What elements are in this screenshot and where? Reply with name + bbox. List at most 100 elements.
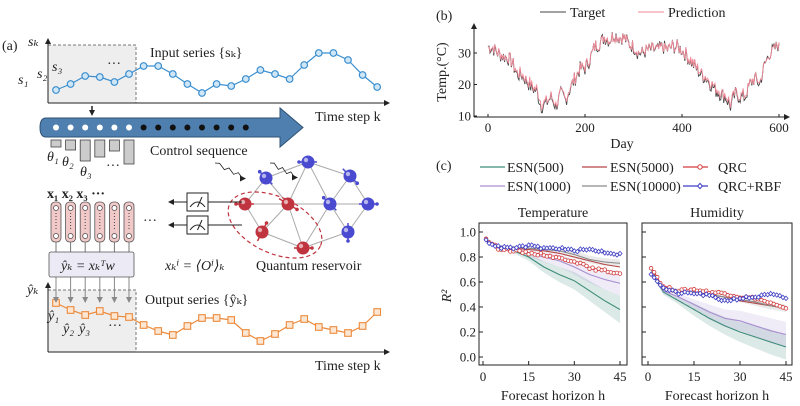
panel-b-xlabel: Day xyxy=(610,137,633,152)
processed-step-dot xyxy=(82,124,89,131)
output-series-point xyxy=(329,326,338,334)
qubit-highlight xyxy=(363,199,369,205)
qrc-rbf-marker xyxy=(783,295,789,302)
blue-qubit xyxy=(259,171,273,185)
legend-prediction-label: Prediction xyxy=(668,6,726,21)
x-tick-label: 45 xyxy=(614,369,627,384)
qubit-highlight xyxy=(325,199,331,205)
control-pulse-bar xyxy=(65,139,76,151)
coupling-edge xyxy=(265,161,309,179)
x-tick-label: 15 xyxy=(688,369,701,384)
input-series-point xyxy=(329,49,338,57)
feature-node xyxy=(67,205,74,211)
subplot-title-humidity: Humidity xyxy=(690,206,744,221)
input-series-point xyxy=(154,62,163,70)
pending-step-dot xyxy=(155,124,162,131)
coupling-edge xyxy=(287,161,309,205)
measured-subsystem-outline xyxy=(227,191,323,259)
qrc-rbf-marker xyxy=(657,282,663,288)
drive-pulse-wavy-arrow xyxy=(214,162,244,180)
control-pulse-bar xyxy=(79,139,91,162)
subplot-temperature: 0 15 30 45 0.0 0.2 0.4 0.6 0.8 1.0 xyxy=(460,222,628,384)
spin-arrowhead xyxy=(295,207,299,212)
qubit-highlight xyxy=(303,157,309,163)
output-series-point xyxy=(212,314,221,322)
qrc-rbf-marker xyxy=(740,295,746,302)
input-series-point xyxy=(314,49,323,57)
series-line-esn-1000- xyxy=(650,271,787,336)
input-series-point xyxy=(285,75,294,83)
x-tick-label: 15 xyxy=(522,369,535,384)
meter-needle xyxy=(197,196,203,208)
theta-label-3: θ₃ xyxy=(80,165,92,180)
spin-arrowhead xyxy=(346,239,350,243)
control-pulse-bar xyxy=(109,139,120,152)
qrc-rbf-marker xyxy=(507,244,513,250)
blue-qubit xyxy=(343,169,357,183)
qrc-rbf-marker xyxy=(709,292,715,299)
panel-c-label: (c) xyxy=(436,159,452,174)
control-pulse-bar xyxy=(50,139,62,148)
uncertainty-band xyxy=(651,270,786,347)
qrc-marker xyxy=(648,266,654,271)
feature-node xyxy=(53,233,59,239)
output-series-point xyxy=(125,313,133,321)
processed-step-dot xyxy=(111,124,118,131)
uncertainty-band xyxy=(651,270,786,360)
input-series-point xyxy=(241,75,250,83)
input-series-point xyxy=(300,61,309,69)
feature-node xyxy=(96,233,103,239)
subplot-humidity: 0 15 30 45 xyxy=(641,222,793,384)
spin-arrowhead xyxy=(375,202,379,206)
qrc-rbf-marker xyxy=(728,297,734,304)
qubit-highlight xyxy=(345,171,351,177)
spin-arrowhead xyxy=(321,195,326,200)
qrc-rbf-marker xyxy=(483,237,489,243)
processed-step-dot xyxy=(126,124,132,131)
qrc-rbf-marker xyxy=(495,243,501,249)
spin-arrowhead xyxy=(310,246,314,250)
input-axis-label: sₖ xyxy=(28,35,39,50)
pending-step-dot xyxy=(213,124,220,131)
output-axis-label: ŷₖ xyxy=(25,283,38,298)
qrc-rbf-marker xyxy=(654,278,660,285)
feature-node xyxy=(53,205,59,211)
qrc-rbf-marker xyxy=(599,248,605,254)
pending-step-dot xyxy=(199,124,205,131)
meter-needle xyxy=(197,219,203,231)
qubit-highlight xyxy=(261,173,267,179)
drive-pulse-arrowhead xyxy=(292,174,298,181)
control-pulse-bar xyxy=(123,139,135,165)
input-time-axis-label: Time step k xyxy=(315,110,381,125)
qrc-rbf-marker xyxy=(550,245,556,251)
output-series-title: Output series {ŷₖ} xyxy=(145,293,248,308)
input-series-point xyxy=(110,78,119,86)
feature-vector-labels: x₁ x₂ x₃ ··· xyxy=(47,187,105,202)
panel-b-y-axis-arrow xyxy=(471,23,477,29)
blue-qubit xyxy=(361,197,375,211)
quantum-reservoir xyxy=(214,155,379,259)
legend-qrc-label: QRC xyxy=(718,161,747,176)
red-qubit xyxy=(296,241,310,255)
feature-node xyxy=(111,205,118,211)
readout-arrowhead xyxy=(111,297,118,303)
legend-esn1000-label: ESN(1000) xyxy=(507,180,571,195)
output-series-point xyxy=(110,312,119,320)
legend-qrc-rbf-label: QRC+RBF xyxy=(718,180,781,195)
qrc-rbf-marker xyxy=(660,284,666,291)
x-tick-label: 30 xyxy=(568,369,581,384)
input-series-point xyxy=(227,82,236,90)
qrc-marker xyxy=(572,259,577,264)
spin-arrowhead xyxy=(264,221,269,225)
qrc-marker xyxy=(590,265,595,270)
output-label-y3: ŷ₃ xyxy=(77,322,90,337)
red-qubit xyxy=(281,197,295,211)
input-series-point xyxy=(271,70,279,78)
input-series-point xyxy=(66,80,75,88)
prediction-series-line xyxy=(487,32,780,111)
coupling-edge xyxy=(287,203,304,249)
measurement-devices xyxy=(168,192,242,235)
legend-qrc-marker xyxy=(697,164,703,170)
y-tick-label: 0.6 xyxy=(460,275,477,290)
panel-b-ylabel: Temp.(°C) xyxy=(435,42,450,102)
